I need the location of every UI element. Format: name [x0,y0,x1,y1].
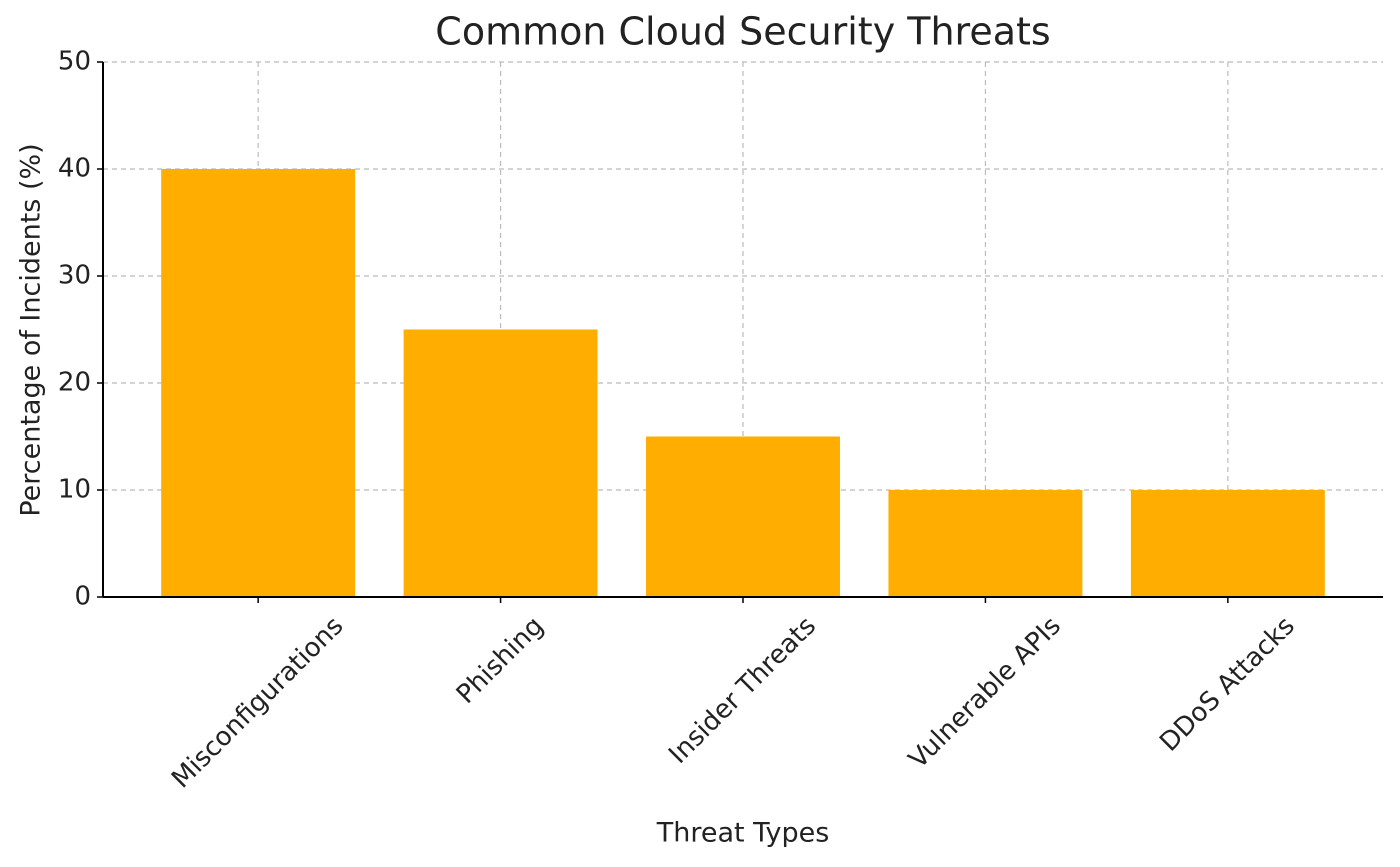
x-tick-label: Vulnerable APIs [903,611,1067,775]
bar [403,329,598,597]
bar [888,490,1083,597]
y-tick-label: 10 [58,475,91,505]
y-tick-label: 40 [58,154,91,184]
y-axis-label: Percentage of Incidents (%) [16,143,47,516]
x-tick-label: DDoS Attacks [1154,611,1301,758]
bar [1130,490,1325,597]
bars [161,169,1325,597]
chart-title: Common Cloud Security Threats [435,10,1050,54]
y-tick-label: 30 [58,261,91,291]
y-tick-label: 50 [58,47,91,77]
x-tick-label: Misconfigurations [166,611,349,794]
x-axis-label: Threat Types [656,818,830,849]
bar [161,169,356,597]
x-tick-label: Insider Threats [663,611,822,770]
x-tick-label: Phishing [451,611,550,710]
y-tick-label: 0 [74,582,91,612]
bar [646,436,840,597]
y-tick-label: 20 [58,368,91,398]
